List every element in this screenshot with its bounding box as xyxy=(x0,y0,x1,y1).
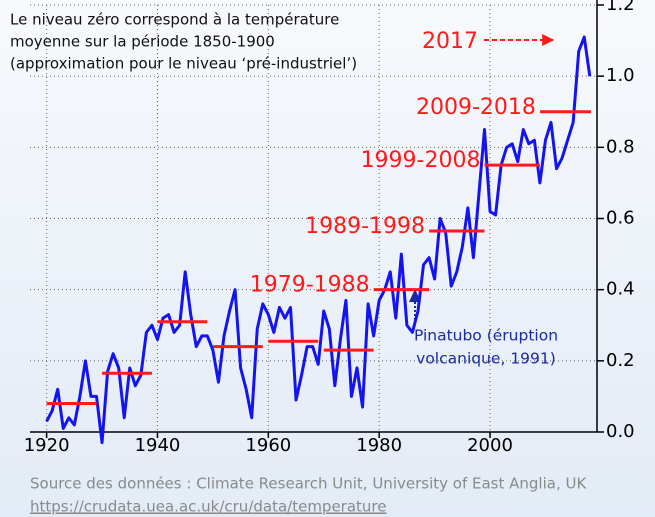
x-tick-label: 1920 xyxy=(24,435,70,456)
y-tick-label: 1.2 xyxy=(606,0,635,15)
x-tick-label: 1960 xyxy=(245,435,291,456)
pinatubo-label: volcanique, 1991) xyxy=(416,350,556,368)
x-tick-label: 1980 xyxy=(356,435,402,456)
note-line: moyenne sur la période 1850-1900 xyxy=(10,33,275,51)
decade-label: 2009-2018 xyxy=(416,95,536,120)
y-tick-label: 1.0 xyxy=(606,65,635,86)
y-tick-label: 0.0 xyxy=(606,421,635,442)
decade-label: 1989-1998 xyxy=(305,214,425,239)
pinatubo-label: Pinatubo (éruption xyxy=(414,327,558,345)
record-label: 2017 xyxy=(422,29,478,54)
source: Source des données : Climate Research Un… xyxy=(30,475,587,493)
x-tick-label: 2000 xyxy=(467,435,513,456)
temperature-line xyxy=(45,35,592,445)
decade-label: 1999-2008 xyxy=(361,148,481,173)
y-tick-label: 0.8 xyxy=(606,136,635,157)
y-tick-label: 0.2 xyxy=(606,350,635,371)
x-tick-label: 1940 xyxy=(135,435,181,456)
y-tick-label: 0.4 xyxy=(606,279,635,300)
note-line: (approximation pour le niveau ‘pré-indus… xyxy=(10,55,357,73)
decade-label: 1979-1988 xyxy=(250,273,370,298)
source-url: https://crudata.uea.ac.uk/cru/data/tempe… xyxy=(30,498,387,516)
y-tick-label: 0.6 xyxy=(606,208,635,229)
note-line: Le niveau zéro correspond à la températu… xyxy=(10,11,339,29)
